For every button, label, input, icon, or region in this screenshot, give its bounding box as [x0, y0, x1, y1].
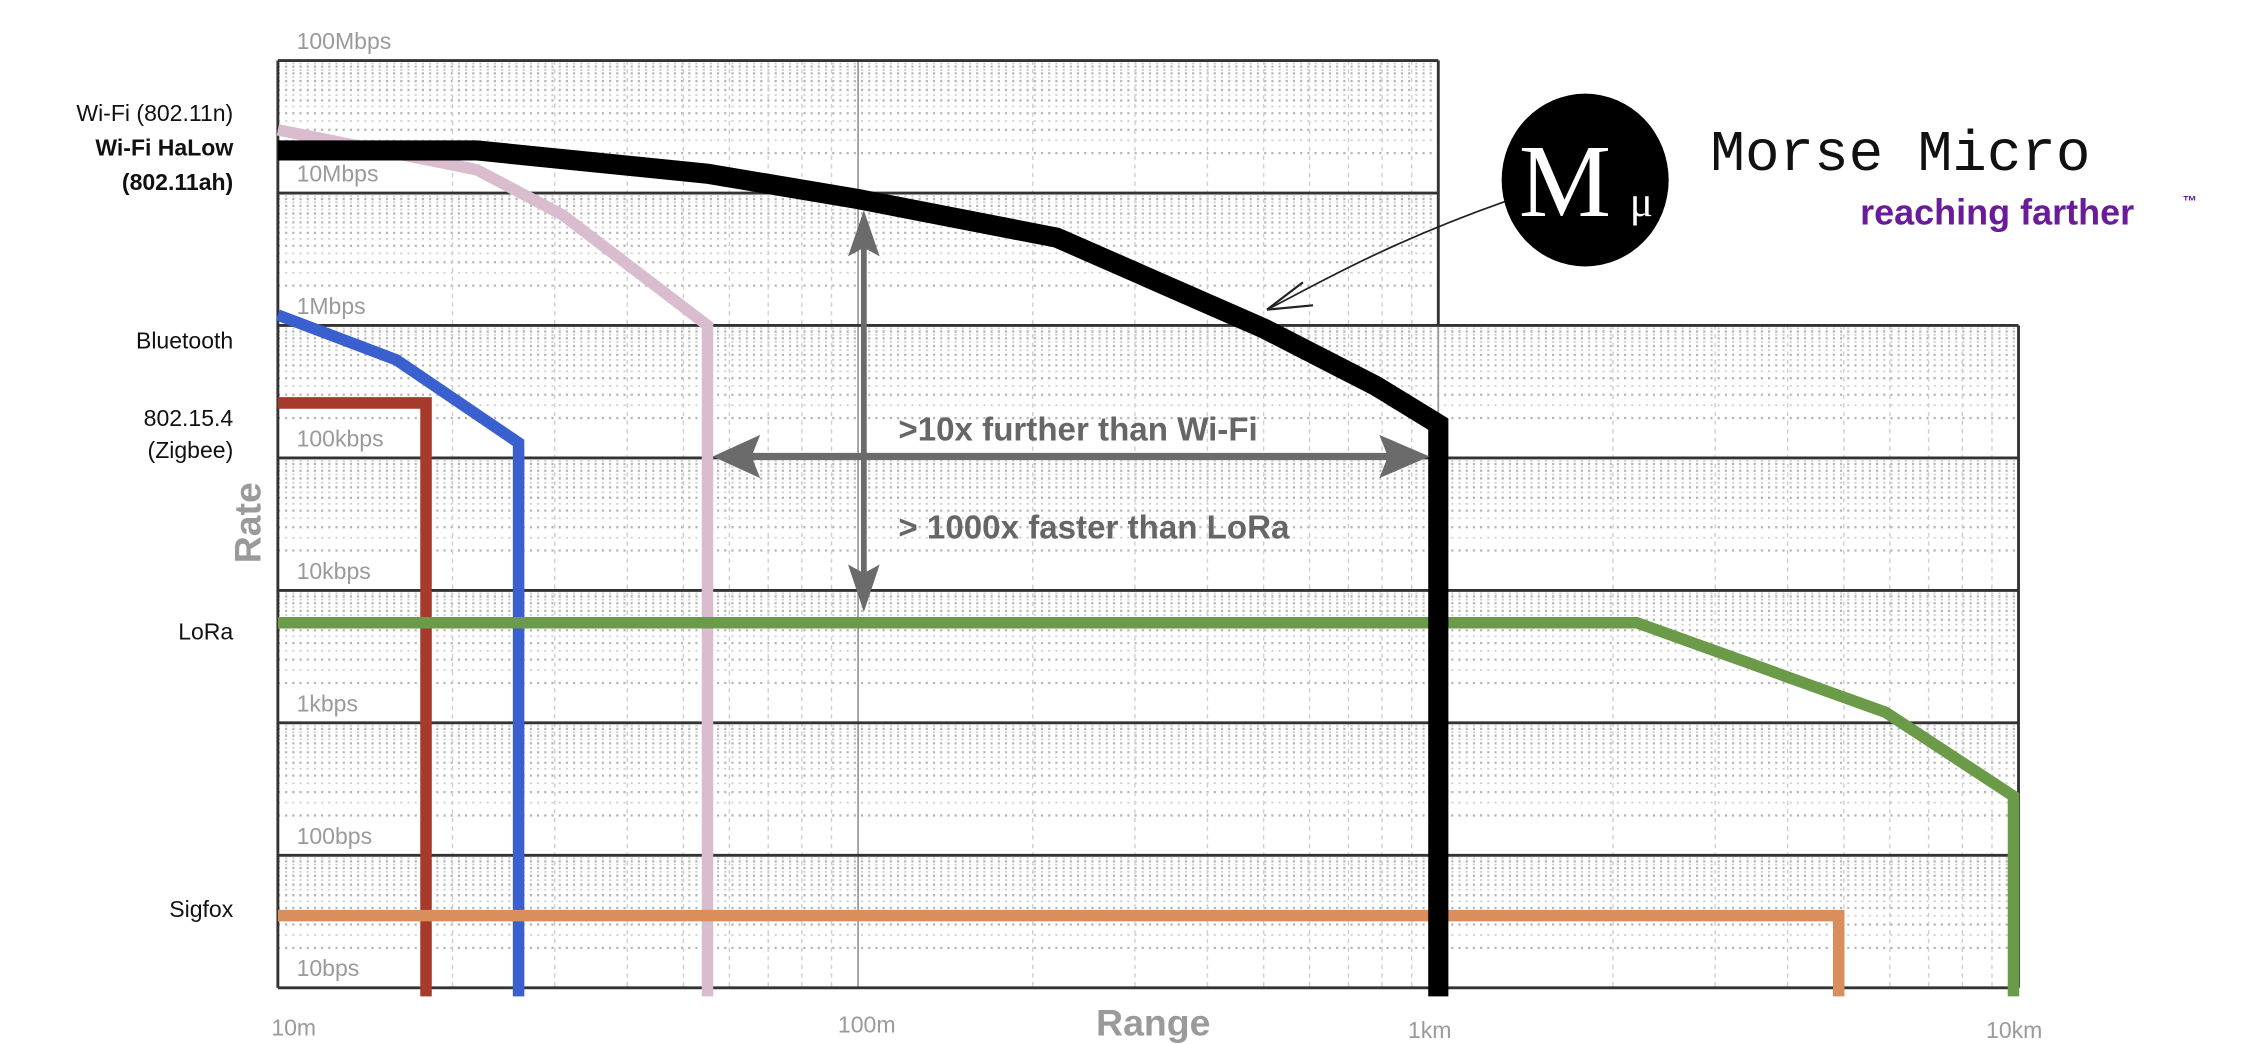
- brand-tagline: reaching farther: [1860, 192, 2134, 233]
- x-tick-label: 10km: [1986, 1017, 2042, 1043]
- grid: [276, 59, 2020, 990]
- morse-micro-logo: M μ Morse Micro reaching farther ™: [1266, 93, 2197, 311]
- label-lora: LoRa: [178, 618, 233, 644]
- y-tick-label: 100Mbps: [297, 28, 392, 54]
- label-zigbee: 802.15.4: [144, 405, 234, 431]
- y-tick-label: 10bps: [297, 955, 360, 981]
- label-halow-standard: (802.11ah): [122, 169, 233, 195]
- rate-arrow: [848, 210, 880, 612]
- x-tick-label: 10m: [271, 1014, 316, 1040]
- series-line-bluetooth: [275, 309, 525, 997]
- x-tick-label: 100m: [838, 1011, 896, 1037]
- x-tick-label: 1km: [1408, 1017, 1451, 1043]
- y-tick-label: 100kbps: [297, 425, 384, 451]
- label-sigfox: Sigfox: [169, 896, 233, 922]
- x-tick-labels: 10m 100m 1km 10km: [271, 1011, 2042, 1043]
- y-tick-labels: 100Mbps 10Mbps 1Mbps 100kbps 10kbps 1kbps 100b…: [297, 28, 392, 981]
- label-bluetooth: Bluetooth: [136, 328, 233, 354]
- series-lines: [275, 124, 2020, 997]
- label-wifi: Wi-Fi (802.11n): [76, 100, 233, 126]
- brand-name: Morse Micro: [1710, 123, 2090, 188]
- label-zigbee-name: (Zigbee): [148, 437, 234, 463]
- logo-circle: [1501, 93, 1669, 267]
- y-tick-label: 10Mbps: [297, 161, 379, 187]
- y-tick-label: 1kbps: [297, 690, 358, 716]
- range-arrow: [712, 434, 1430, 479]
- logo-pointer-arrow: [1266, 200, 1505, 311]
- series-line-802-15-4-zigbee: [277, 397, 432, 997]
- series-line-sigfox: [277, 909, 1845, 997]
- y-tick-label: 100bps: [297, 823, 373, 849]
- rate-annotation: > 1000x faster than LoRa: [898, 510, 1290, 547]
- logo-mu: μ: [1630, 179, 1653, 226]
- series-line-wi-fi-halow-802-11ah: [277, 140, 1449, 997]
- y-tick-label: 10kbps: [297, 558, 371, 584]
- label-halow: Wi-Fi HaLow: [95, 135, 233, 161]
- trademark: ™: [2183, 194, 2197, 210]
- range-annotation: >10x further than Wi-Fi: [898, 412, 1257, 449]
- x-axis-title: Range: [1096, 1001, 1210, 1043]
- series-line-lora: [277, 617, 2020, 997]
- logo-monogram: M: [1519, 125, 1611, 239]
- y-tick-label: 1Mbps: [297, 293, 366, 319]
- y-axis-title: Rate: [227, 482, 269, 563]
